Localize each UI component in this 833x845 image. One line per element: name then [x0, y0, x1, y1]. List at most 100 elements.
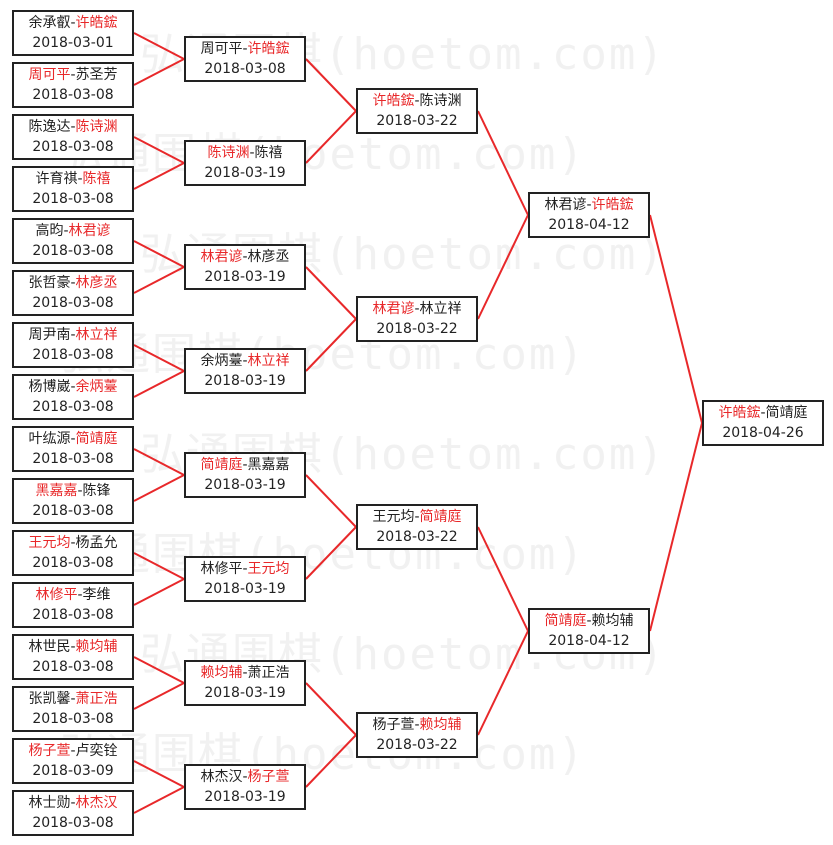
separator: - — [242, 353, 248, 369]
separator: - — [586, 613, 592, 629]
player-1: 叶纮源 — [28, 431, 71, 447]
player-1: 陈逸达 — [28, 119, 71, 135]
separator: - — [63, 223, 69, 239]
bracket-connector — [133, 162, 185, 190]
bracket-connector — [305, 318, 357, 372]
bracket-connector — [133, 266, 185, 294]
bracket-connector — [477, 526, 529, 632]
match-date: 2018-03-08 — [32, 347, 114, 363]
match-players: 余炳薹-林立祥 — [186, 351, 304, 371]
player-2: 许皓鋐 — [247, 41, 290, 57]
match-date: 2018-03-08 — [32, 607, 114, 623]
player-1: 张凯馨 — [28, 691, 71, 707]
player-1: 周可平 — [200, 41, 243, 57]
match-players: 林杰汉-杨子萱 — [186, 767, 304, 787]
bracket-connector — [305, 474, 357, 528]
player-1: 陈诗渊 — [207, 145, 250, 161]
match-box: 周尹南-林立祥 2018-03-08 — [12, 322, 134, 368]
bracket-connector — [305, 266, 357, 320]
match-date: 2018-03-19 — [204, 789, 286, 805]
match-date: 2018-04-12 — [548, 217, 630, 233]
player-2: 林彦丞 — [75, 275, 118, 291]
bracket-connector — [649, 214, 703, 424]
bracket-connector — [305, 526, 357, 580]
player-1: 高昀 — [35, 223, 64, 239]
match-box: 许皓鋐-简靖庭 2018-04-26 — [702, 400, 824, 446]
bracket-connector — [305, 58, 357, 112]
separator: - — [77, 171, 83, 187]
player-2: 林君谚 — [68, 223, 111, 239]
player-2: 杨孟允 — [75, 535, 118, 551]
bracket-connector — [133, 136, 185, 164]
match-box: 林修平-王元均 2018-03-19 — [184, 556, 306, 602]
bracket-connector — [649, 422, 703, 632]
match-date: 2018-03-08 — [32, 815, 114, 831]
match-players: 许皓鋐-陈诗渊 — [358, 91, 476, 111]
bracket-connector — [133, 682, 185, 710]
match-players: 杨子萱-赖均辅 — [358, 715, 476, 735]
match-box: 林君谚-林立祥 2018-03-22 — [356, 296, 478, 342]
separator: - — [414, 301, 420, 317]
match-box: 林修平-李维 2018-03-08 — [12, 582, 134, 628]
match-box: 许育祺-陈禧 2018-03-08 — [12, 166, 134, 212]
match-date: 2018-03-08 — [32, 87, 114, 103]
match-date: 2018-03-19 — [204, 165, 286, 181]
match-players: 林世民-赖均辅 — [14, 637, 132, 657]
separator: - — [249, 145, 255, 161]
match-players: 张哲豪-林彦丞 — [14, 273, 132, 293]
separator: - — [760, 405, 766, 421]
player-1: 简靖庭 — [544, 613, 587, 629]
player-1: 林君谚 — [544, 197, 587, 213]
match-date: 2018-03-01 — [32, 35, 114, 51]
match-box: 林世民-赖均辅 2018-03-08 — [12, 634, 134, 680]
separator: - — [70, 119, 76, 135]
match-date: 2018-03-22 — [376, 113, 458, 129]
player-2: 赖均辅 — [75, 639, 118, 655]
player-2: 萧正浩 — [75, 691, 118, 707]
player-1: 杨博崴 — [28, 379, 71, 395]
match-players: 杨子萱-卢奕铨 — [14, 741, 132, 761]
separator: - — [242, 769, 248, 785]
match-players: 赖均辅-萧正浩 — [186, 663, 304, 683]
player-1: 王元均 — [28, 535, 71, 551]
match-box: 高昀-林君谚 2018-03-08 — [12, 218, 134, 264]
match-players: 王元均-杨孟允 — [14, 533, 132, 553]
watermark-text: 弘通围棋(hoetom.com) — [60, 529, 586, 580]
player-1: 林修平 — [35, 587, 78, 603]
player-1: 赖均辅 — [200, 665, 243, 681]
match-date: 2018-03-08 — [32, 399, 114, 415]
separator: - — [77, 483, 83, 499]
player-1: 林世民 — [28, 639, 71, 655]
match-date: 2018-03-08 — [32, 711, 114, 727]
match-date: 2018-03-22 — [376, 529, 458, 545]
match-box: 林杰汉-杨子萱 2018-03-19 — [184, 764, 306, 810]
match-players: 许皓鋐-简靖庭 — [704, 403, 822, 423]
player-1: 林君谚 — [372, 301, 415, 317]
player-2: 简靖庭 — [419, 509, 462, 525]
match-date: 2018-03-19 — [204, 477, 286, 493]
player-2: 黑嘉嘉 — [247, 457, 290, 473]
match-players: 林修平-王元均 — [186, 559, 304, 579]
match-date: 2018-04-26 — [722, 425, 804, 441]
match-players: 周可平-苏圣芳 — [14, 65, 132, 85]
player-1: 余承叡 — [28, 15, 71, 31]
player-1: 林士勋 — [28, 795, 71, 811]
bracket-connector — [133, 370, 185, 398]
player-2: 林杰汉 — [75, 795, 118, 811]
bracket-connector — [477, 630, 529, 736]
player-1: 杨子萱 — [28, 743, 71, 759]
separator: - — [414, 509, 420, 525]
player-1: 简靖庭 — [200, 457, 243, 473]
match-box: 林士勋-林杰汉 2018-03-08 — [12, 790, 134, 836]
match-date: 2018-03-19 — [204, 581, 286, 597]
match-players: 余承叡-许皓鋐 — [14, 13, 132, 33]
bracket-connector — [133, 786, 185, 814]
separator: - — [70, 327, 76, 343]
match-box: 黑嘉嘉-陈锋 2018-03-08 — [12, 478, 134, 524]
bracket-connector — [133, 474, 185, 502]
player-2: 简靖庭 — [765, 405, 808, 421]
match-date: 2018-03-22 — [376, 737, 458, 753]
bracket-connector — [133, 32, 185, 60]
